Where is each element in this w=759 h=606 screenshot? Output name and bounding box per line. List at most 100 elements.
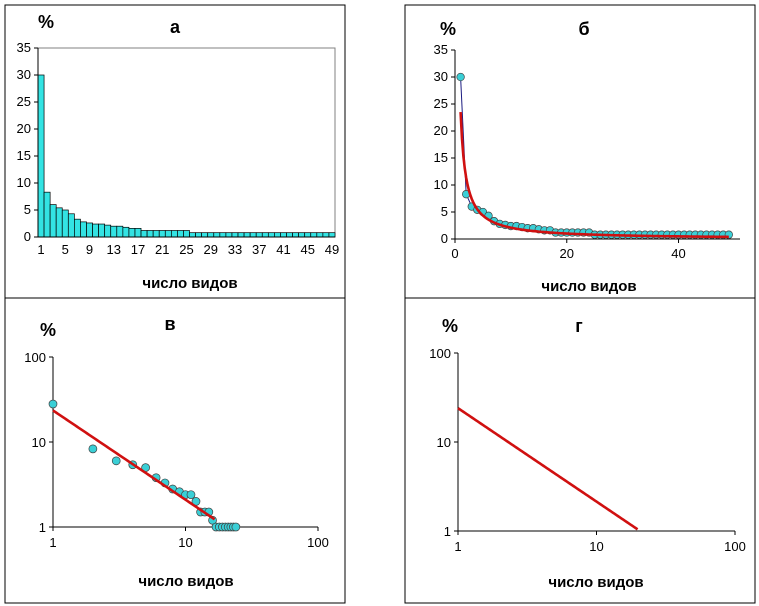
data-point	[48, 399, 58, 409]
x-tick-label: 100	[724, 539, 746, 554]
x-tick-label: 5	[62, 242, 69, 257]
bar	[322, 232, 330, 238]
bar	[310, 232, 318, 238]
y-tick-label: 100	[24, 350, 46, 365]
panel-frame-d	[404, 297, 756, 604]
x-tick-label: 33	[228, 242, 242, 257]
bar	[225, 232, 233, 238]
x-tick-label: 37	[252, 242, 266, 257]
fit-line	[459, 112, 729, 239]
y-tick-label: 35	[434, 42, 448, 57]
bar	[86, 222, 93, 238]
x-tick-label: 29	[204, 242, 218, 257]
x-tick-label: 17	[131, 242, 145, 257]
bar	[183, 230, 190, 238]
bar	[201, 232, 209, 238]
panel-d-xlabel: число видов	[548, 574, 643, 591]
y-tick-label: 10	[434, 177, 448, 192]
bar	[261, 232, 269, 238]
bar	[110, 225, 118, 238]
bar	[304, 232, 312, 238]
y-tick-label: 25	[434, 96, 448, 111]
y-tick-label: 5	[441, 204, 448, 219]
data-point	[231, 522, 241, 532]
bar	[92, 223, 99, 238]
y-tick-label: 25	[17, 94, 31, 109]
x-tick-label: 13	[107, 242, 121, 257]
bar	[170, 230, 178, 238]
x-tick-label: 9	[86, 242, 93, 257]
data-point	[111, 456, 121, 466]
bar	[140, 230, 148, 238]
x-tick-label: 1	[454, 539, 461, 554]
data-point	[456, 72, 465, 82]
bar	[177, 230, 184, 238]
y-tick-label: 20	[17, 121, 31, 136]
fit-line	[457, 407, 639, 531]
x-tick-label: 1	[37, 242, 44, 257]
panel-c-xlabel: число видов	[138, 573, 233, 590]
y-tick-label: 15	[434, 150, 448, 165]
x-tick-label: 20	[560, 246, 574, 261]
panel-b-xlabel: число видов	[541, 278, 636, 295]
bar	[37, 74, 45, 238]
y-tick-label: 1	[444, 524, 451, 539]
data-line	[460, 76, 729, 236]
bar	[280, 232, 287, 238]
y-tick-label: 10	[32, 435, 46, 450]
bar	[255, 232, 263, 238]
x-tick-label: 10	[178, 535, 192, 550]
data-point	[88, 444, 98, 454]
y-tick-label: 30	[434, 69, 448, 84]
bar	[195, 232, 203, 238]
bar	[298, 232, 306, 238]
bar	[152, 230, 160, 238]
bar	[328, 232, 336, 238]
x-tick-label: 49	[325, 242, 339, 257]
bar	[80, 221, 87, 238]
bar	[286, 232, 293, 238]
x-tick-label: 100	[307, 535, 329, 550]
x-tick-label: 45	[300, 242, 314, 257]
bar	[43, 191, 51, 238]
data-point	[186, 490, 196, 500]
panel-d-chart: % г 1 10 100 1 10 100 число видов	[429, 316, 746, 591]
panel-c-ylabel: %	[40, 320, 56, 340]
bar	[219, 232, 227, 238]
bar	[316, 232, 324, 238]
y-tick-label: 20	[434, 123, 448, 138]
bar	[116, 225, 124, 238]
panel-b-ylabel: %	[440, 19, 456, 39]
panel-a-plot-area	[37, 47, 336, 238]
bar	[267, 232, 275, 238]
bar	[249, 232, 257, 238]
bar	[74, 218, 81, 238]
panel-d-title: г	[575, 316, 583, 336]
panel-a-title: а	[170, 17, 181, 37]
y-tick-label: 10	[17, 175, 31, 190]
y-tick-label: 0	[441, 231, 448, 246]
y-tick-label: 1	[39, 520, 46, 535]
panel-c-chart: % в 1 10 100 1 10 100 число видов	[24, 314, 329, 590]
x-tick-label: 10	[589, 539, 603, 554]
bar	[122, 226, 130, 238]
bar	[207, 232, 215, 238]
bar	[213, 232, 221, 238]
bar	[98, 223, 106, 238]
bar	[55, 207, 63, 238]
y-tick-label: 35	[17, 40, 31, 55]
x-tick-label: 40	[671, 246, 685, 261]
bar	[104, 224, 112, 238]
panel-a-ylabel: %	[38, 12, 54, 32]
x-tick-label: 1	[49, 535, 56, 550]
panel-frame-c	[4, 297, 346, 604]
bar	[231, 232, 239, 238]
x-tick-label: 25	[179, 242, 193, 257]
x-tick-label: 21	[155, 242, 169, 257]
y-tick-label: 10	[437, 435, 451, 450]
panel-b-title: б	[578, 19, 589, 39]
bar	[134, 228, 142, 238]
bar	[158, 230, 166, 238]
